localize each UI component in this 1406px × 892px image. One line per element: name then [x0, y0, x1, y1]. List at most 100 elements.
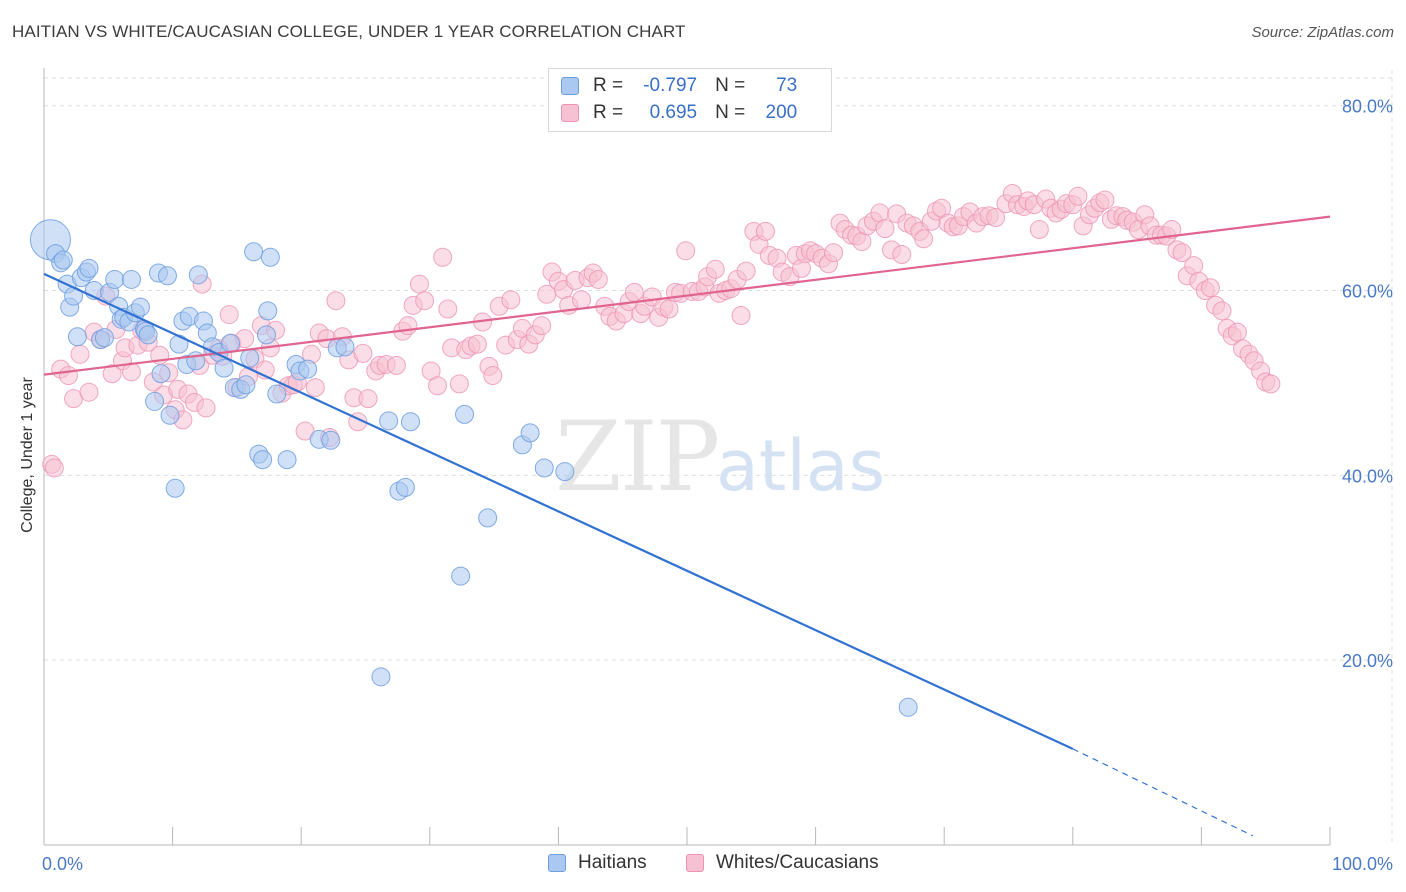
- point-haitians: [188, 265, 208, 285]
- point-haitians: [451, 566, 471, 586]
- point-haitians: [67, 327, 87, 347]
- legend-r-value: -0.797: [643, 75, 698, 96]
- point-haitians: [138, 325, 158, 345]
- legend-swatch-whites: [561, 104, 579, 122]
- point-whites: [219, 305, 239, 325]
- point-whites: [467, 334, 487, 354]
- point-whites: [449, 374, 469, 394]
- point-whites: [1095, 190, 1115, 210]
- point-whites: [731, 305, 751, 325]
- watermark: ZIP atlas: [555, 401, 885, 513]
- legend-r-label: R =: [593, 75, 624, 96]
- point-whites: [326, 291, 346, 311]
- legend-label-whites: Whites/Caucasians: [716, 852, 879, 873]
- y-tick-label: 40.0%: [1342, 466, 1393, 486]
- point-whites: [501, 290, 521, 310]
- point-haitians: [157, 266, 177, 286]
- point-whites: [659, 299, 679, 319]
- point-whites: [1162, 220, 1182, 240]
- legend-item-haitians: Haitians: [548, 852, 647, 874]
- point-whites: [398, 316, 418, 336]
- point-haitians: [53, 250, 73, 270]
- point-whites: [295, 421, 315, 441]
- point-haitians: [379, 411, 399, 431]
- legend-item-whites: Whites/Caucasians: [686, 852, 879, 874]
- point-haitians: [371, 667, 391, 687]
- point-whites: [1029, 220, 1049, 240]
- point-whites: [676, 241, 696, 261]
- point-haitians: [151, 364, 171, 384]
- point-whites: [358, 389, 378, 409]
- legend-row-whites: R = 0.695 N = 200: [561, 101, 797, 125]
- point-whites: [1227, 322, 1247, 342]
- point-whites: [196, 398, 216, 418]
- point-whites: [410, 274, 430, 294]
- point-whites: [386, 355, 406, 375]
- stats-legend: R = -0.797 N = 73 R = 0.695 N = 200: [548, 68, 832, 132]
- point-haitians: [267, 384, 287, 404]
- y-tick-label: 20.0%: [1342, 651, 1393, 671]
- legend-n-label: N =: [715, 102, 746, 123]
- point-whites: [875, 219, 895, 239]
- point-whites: [1261, 374, 1281, 394]
- point-whites: [438, 299, 458, 319]
- gridlines: [44, 70, 1393, 845]
- series-legend: Haitians Whites/Caucasians: [0, 852, 1406, 878]
- point-haitians: [555, 462, 575, 482]
- point-haitians: [253, 450, 273, 470]
- legend-row-haitians: R = -0.797 N = 73: [561, 74, 797, 98]
- tick-labels: 20.0% 40.0% 60.0% 80.0% 0.0% 100.0%: [42, 97, 1393, 874]
- point-whites: [532, 316, 552, 336]
- point-haitians: [160, 405, 180, 425]
- point-whites: [433, 247, 453, 267]
- point-whites: [705, 259, 725, 279]
- source-credit: Source: ZipAtlas.com: [1251, 24, 1394, 41]
- point-haitians: [395, 477, 415, 497]
- legend-r-label: R =: [593, 102, 624, 123]
- point-haitians: [236, 375, 256, 395]
- point-whites: [79, 382, 99, 402]
- point-whites: [1212, 301, 1232, 321]
- point-haitians: [169, 334, 189, 354]
- point-haitians: [277, 450, 297, 470]
- legend-swatch-haitians: [561, 77, 579, 95]
- point-haitians: [145, 391, 165, 411]
- point-haitians: [240, 348, 260, 368]
- point-whites: [986, 208, 1006, 228]
- point-whites: [102, 364, 122, 384]
- point-whites: [1200, 278, 1220, 298]
- point-haitians: [121, 269, 141, 289]
- legend-r-value: 0.695: [649, 102, 698, 123]
- legend-swatch-haitians: [548, 854, 566, 872]
- point-haitians: [79, 258, 99, 278]
- point-haitians: [298, 359, 318, 379]
- trendline-whites: [43, 215, 1331, 376]
- y-axis-label: College, Under 1 year: [19, 377, 36, 533]
- point-whites: [755, 221, 775, 241]
- series-haitians-points: [29, 219, 918, 717]
- trendlines: [43, 215, 1331, 837]
- trendline-haitians-extension: [1072, 748, 1254, 837]
- point-whites: [736, 261, 756, 281]
- point-haitians: [478, 508, 498, 528]
- point-whites: [892, 245, 912, 265]
- point-haitians: [321, 430, 341, 450]
- point-whites: [1068, 186, 1088, 206]
- point-haitians: [455, 404, 475, 424]
- point-whites: [428, 376, 448, 396]
- y-tick-label: 80.0%: [1342, 97, 1393, 117]
- point-haitians: [401, 412, 421, 432]
- point-whites: [572, 290, 592, 310]
- point-haitians: [534, 458, 554, 478]
- y-tick-label: 60.0%: [1342, 282, 1393, 302]
- point-whites: [58, 366, 78, 386]
- point-haitians: [898, 697, 918, 717]
- point-whites: [70, 344, 90, 364]
- trendline-haitians: [43, 272, 1074, 750]
- legend-n-value: 200: [765, 102, 798, 123]
- axes: [43, 68, 1331, 846]
- point-haitians: [258, 301, 278, 321]
- legend-n-label: N =: [715, 75, 746, 96]
- x-tick-label-min: 0.0%: [42, 854, 83, 874]
